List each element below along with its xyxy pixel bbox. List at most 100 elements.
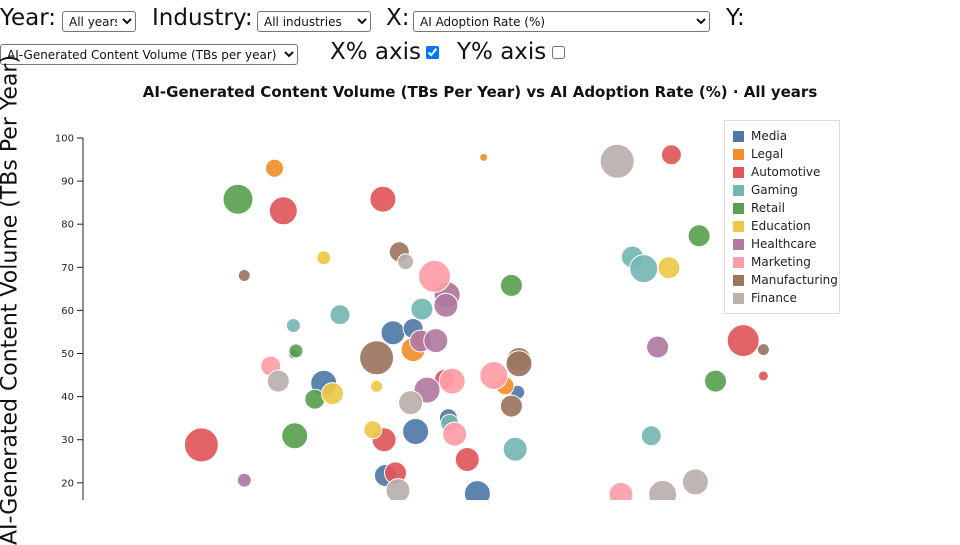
- data-point-gaming: [640, 425, 662, 447]
- legend-swatch: [733, 130, 744, 142]
- x-axis-label: X:: [386, 5, 410, 31]
- data-point-legal: [479, 152, 489, 162]
- y-tick-label: 30: [61, 435, 74, 446]
- legend-swatch: [733, 184, 744, 196]
- data-point-healthcare: [236, 472, 252, 488]
- data-point-retail: [281, 422, 309, 450]
- data-point-gaming: [285, 318, 301, 333]
- y-axis-label: Y:: [726, 5, 745, 31]
- y-tick-label: 60: [61, 306, 74, 317]
- legend-item-healthcare: Healthcare: [733, 235, 839, 253]
- legend-item-marketing: Marketing: [733, 253, 839, 271]
- data-point-marketing: [608, 481, 634, 500]
- y-tick-label: 20: [61, 478, 74, 489]
- data-point-media: [463, 480, 491, 500]
- data-point-education: [363, 420, 383, 440]
- data-point-manufacturing: [499, 394, 523, 418]
- legend-swatch: [733, 148, 744, 160]
- data-point-automotive: [183, 427, 219, 463]
- data-point-automotive: [369, 185, 397, 213]
- filter-controls: Year: All years Industry: All industries…: [0, 0, 960, 70]
- data-point-finance: [266, 369, 290, 393]
- data-point-finance: [681, 468, 709, 496]
- data-point-manufacturing: [505, 350, 533, 378]
- data-point-automotive: [757, 370, 769, 382]
- legend-label: Education: [751, 219, 811, 233]
- legend-label: Automotive: [751, 165, 821, 179]
- data-point-gaming: [329, 304, 351, 326]
- legend-item-finance: Finance: [733, 289, 839, 307]
- legend-swatch: [733, 274, 744, 286]
- y-percent-axis-checkbox[interactable]: [552, 46, 565, 59]
- legend-label: Finance: [751, 291, 797, 305]
- legend-item-gaming: Gaming: [733, 181, 839, 199]
- legend-item-manufacturing: Manufacturing: [733, 271, 839, 289]
- industry-label: Industry:: [152, 5, 253, 31]
- legend-item-media: Media: [733, 127, 839, 145]
- chart-title: AI-Generated Content Volume (TBs Per Yea…: [142, 83, 818, 101]
- data-point-healthcare: [646, 335, 670, 359]
- x-percent-axis-label: X% axis: [330, 39, 422, 65]
- year-label: Year:: [0, 5, 57, 31]
- y-tick-label: 80: [61, 220, 74, 231]
- legend-label: Marketing: [751, 255, 811, 269]
- y-percent-axis-label: Y% axis: [457, 39, 547, 65]
- data-point-media: [380, 320, 406, 346]
- data-point-healthcare: [423, 328, 449, 354]
- legend-swatch: [733, 166, 744, 178]
- data-point-finance: [385, 478, 411, 500]
- legend-item-education: Education: [733, 217, 839, 235]
- y-tick-label: 90: [61, 177, 74, 188]
- data-point-finance: [398, 390, 424, 416]
- scatter-plot: 20 30 40 50 60 70 80 90 100: [55, 134, 770, 500]
- data-point-gaming: [629, 254, 659, 284]
- data-point-retail: [687, 224, 711, 248]
- data-point-education: [316, 250, 332, 266]
- data-point-finance: [648, 479, 678, 500]
- data-point-finance: [599, 143, 635, 179]
- legend-item-retail: Retail: [733, 199, 839, 217]
- data-point-finance: [397, 253, 415, 271]
- data-point-legal: [265, 158, 284, 178]
- data-point-marketing: [442, 421, 468, 447]
- data-point-automotive: [454, 447, 480, 472]
- legend-swatch: [733, 220, 744, 232]
- legend-label: Gaming: [751, 183, 798, 197]
- y-axis-select[interactable]: AI-Generated Content Volume (TBs per yea…: [0, 44, 298, 65]
- data-point-gaming: [410, 297, 434, 321]
- legend-item-automotive: Automotive: [733, 163, 839, 181]
- data-point-healthcare: [433, 292, 459, 318]
- y-tick-label: 100: [55, 134, 74, 145]
- data-point-education: [657, 256, 681, 280]
- legend-swatch: [733, 238, 744, 250]
- x-axis-select[interactable]: AI Adoption Rate (%): [413, 11, 710, 32]
- data-point-education: [370, 379, 384, 393]
- industry-select[interactable]: All industries: [257, 11, 371, 32]
- legend-item-legal: Legal: [733, 145, 839, 163]
- y-tick-label: 40: [61, 392, 74, 403]
- data-points: [183, 143, 770, 500]
- data-point-automotive: [660, 144, 682, 166]
- data-point-marketing: [479, 361, 509, 390]
- legend-label: Legal: [751, 147, 784, 161]
- year-select[interactable]: All years: [62, 11, 136, 32]
- y-tick-label: 70: [61, 263, 74, 274]
- legend-label: Retail: [751, 201, 785, 215]
- data-point-marketing: [418, 259, 451, 293]
- data-point-manufacturing: [237, 269, 251, 282]
- legend-label: Manufacturing: [751, 273, 838, 287]
- data-point-manufacturing: [756, 343, 770, 357]
- legend-swatch: [733, 256, 744, 268]
- data-point-gaming: [502, 436, 528, 462]
- data-point-marketing: [438, 367, 466, 395]
- data-point-retail: [288, 343, 304, 359]
- legend-label: Healthcare: [751, 237, 817, 251]
- data-point-automotive: [268, 196, 298, 226]
- legend-swatch: [733, 202, 744, 214]
- legend: Media Legal Automotive Gaming Retail Educatio…: [724, 120, 840, 314]
- y-tick-label: 50: [61, 349, 74, 360]
- legend-label: Media: [751, 129, 788, 143]
- legend-swatch: [733, 292, 744, 304]
- x-percent-axis-checkbox[interactable]: [426, 46, 439, 59]
- data-point-manufacturing: [359, 340, 395, 376]
